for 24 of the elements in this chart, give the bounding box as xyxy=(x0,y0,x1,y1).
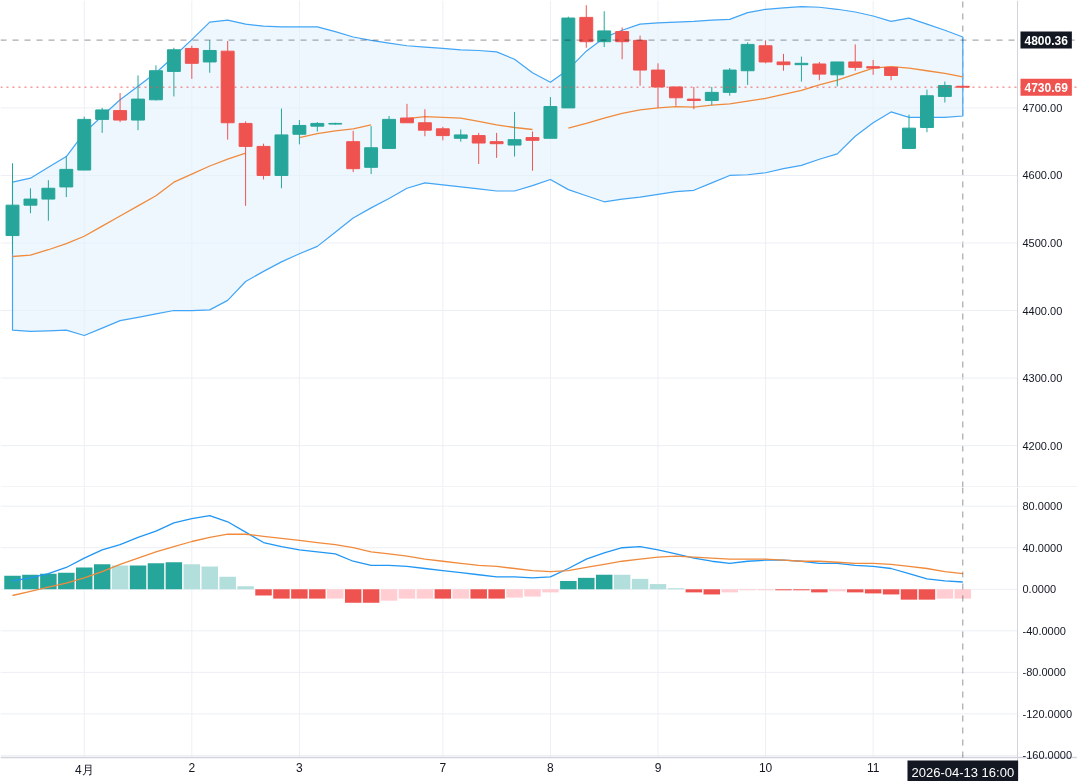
y-tick-label: 4300.00 xyxy=(1022,372,1063,385)
x-tick-label: 2026-04-13 16:00 xyxy=(911,764,1015,780)
y-tick-label: 4200.00 xyxy=(1022,439,1063,452)
y-tick-label: 4700.00 xyxy=(1022,101,1063,114)
y-tick-label: -40.0000 xyxy=(1022,624,1066,637)
y-tick-label: 4500.00 xyxy=(1022,236,1063,249)
y-tick-label: 80.0000 xyxy=(1022,500,1063,513)
x-tick-label: 8 xyxy=(547,760,555,775)
y-tick-label: 0.0000 xyxy=(1022,583,1057,596)
y-tick-label: 40.0000 xyxy=(1022,541,1063,554)
y-tick-label: -80.0000 xyxy=(1022,666,1066,679)
y-tick-label: -120.0000 xyxy=(1022,707,1073,720)
x-tick-label: 9 xyxy=(654,760,662,775)
x-tick-label: 2 xyxy=(188,760,196,775)
y-tick-label: 4400.00 xyxy=(1022,304,1063,317)
ref-line-label: 4800.36 xyxy=(1024,33,1069,48)
x-tick-label: 4月 xyxy=(74,762,94,777)
y-tick-label: 4600.00 xyxy=(1022,169,1063,182)
x-tick-label: 7 xyxy=(439,760,447,775)
x-tick-label: 3 xyxy=(296,760,304,775)
x-tick-label: 11 xyxy=(866,760,880,775)
x-tick-label: 10 xyxy=(758,760,773,775)
y-tick-label: -160.0000 xyxy=(1022,749,1073,762)
ref-line-label: 4730.69 xyxy=(1024,80,1069,95)
